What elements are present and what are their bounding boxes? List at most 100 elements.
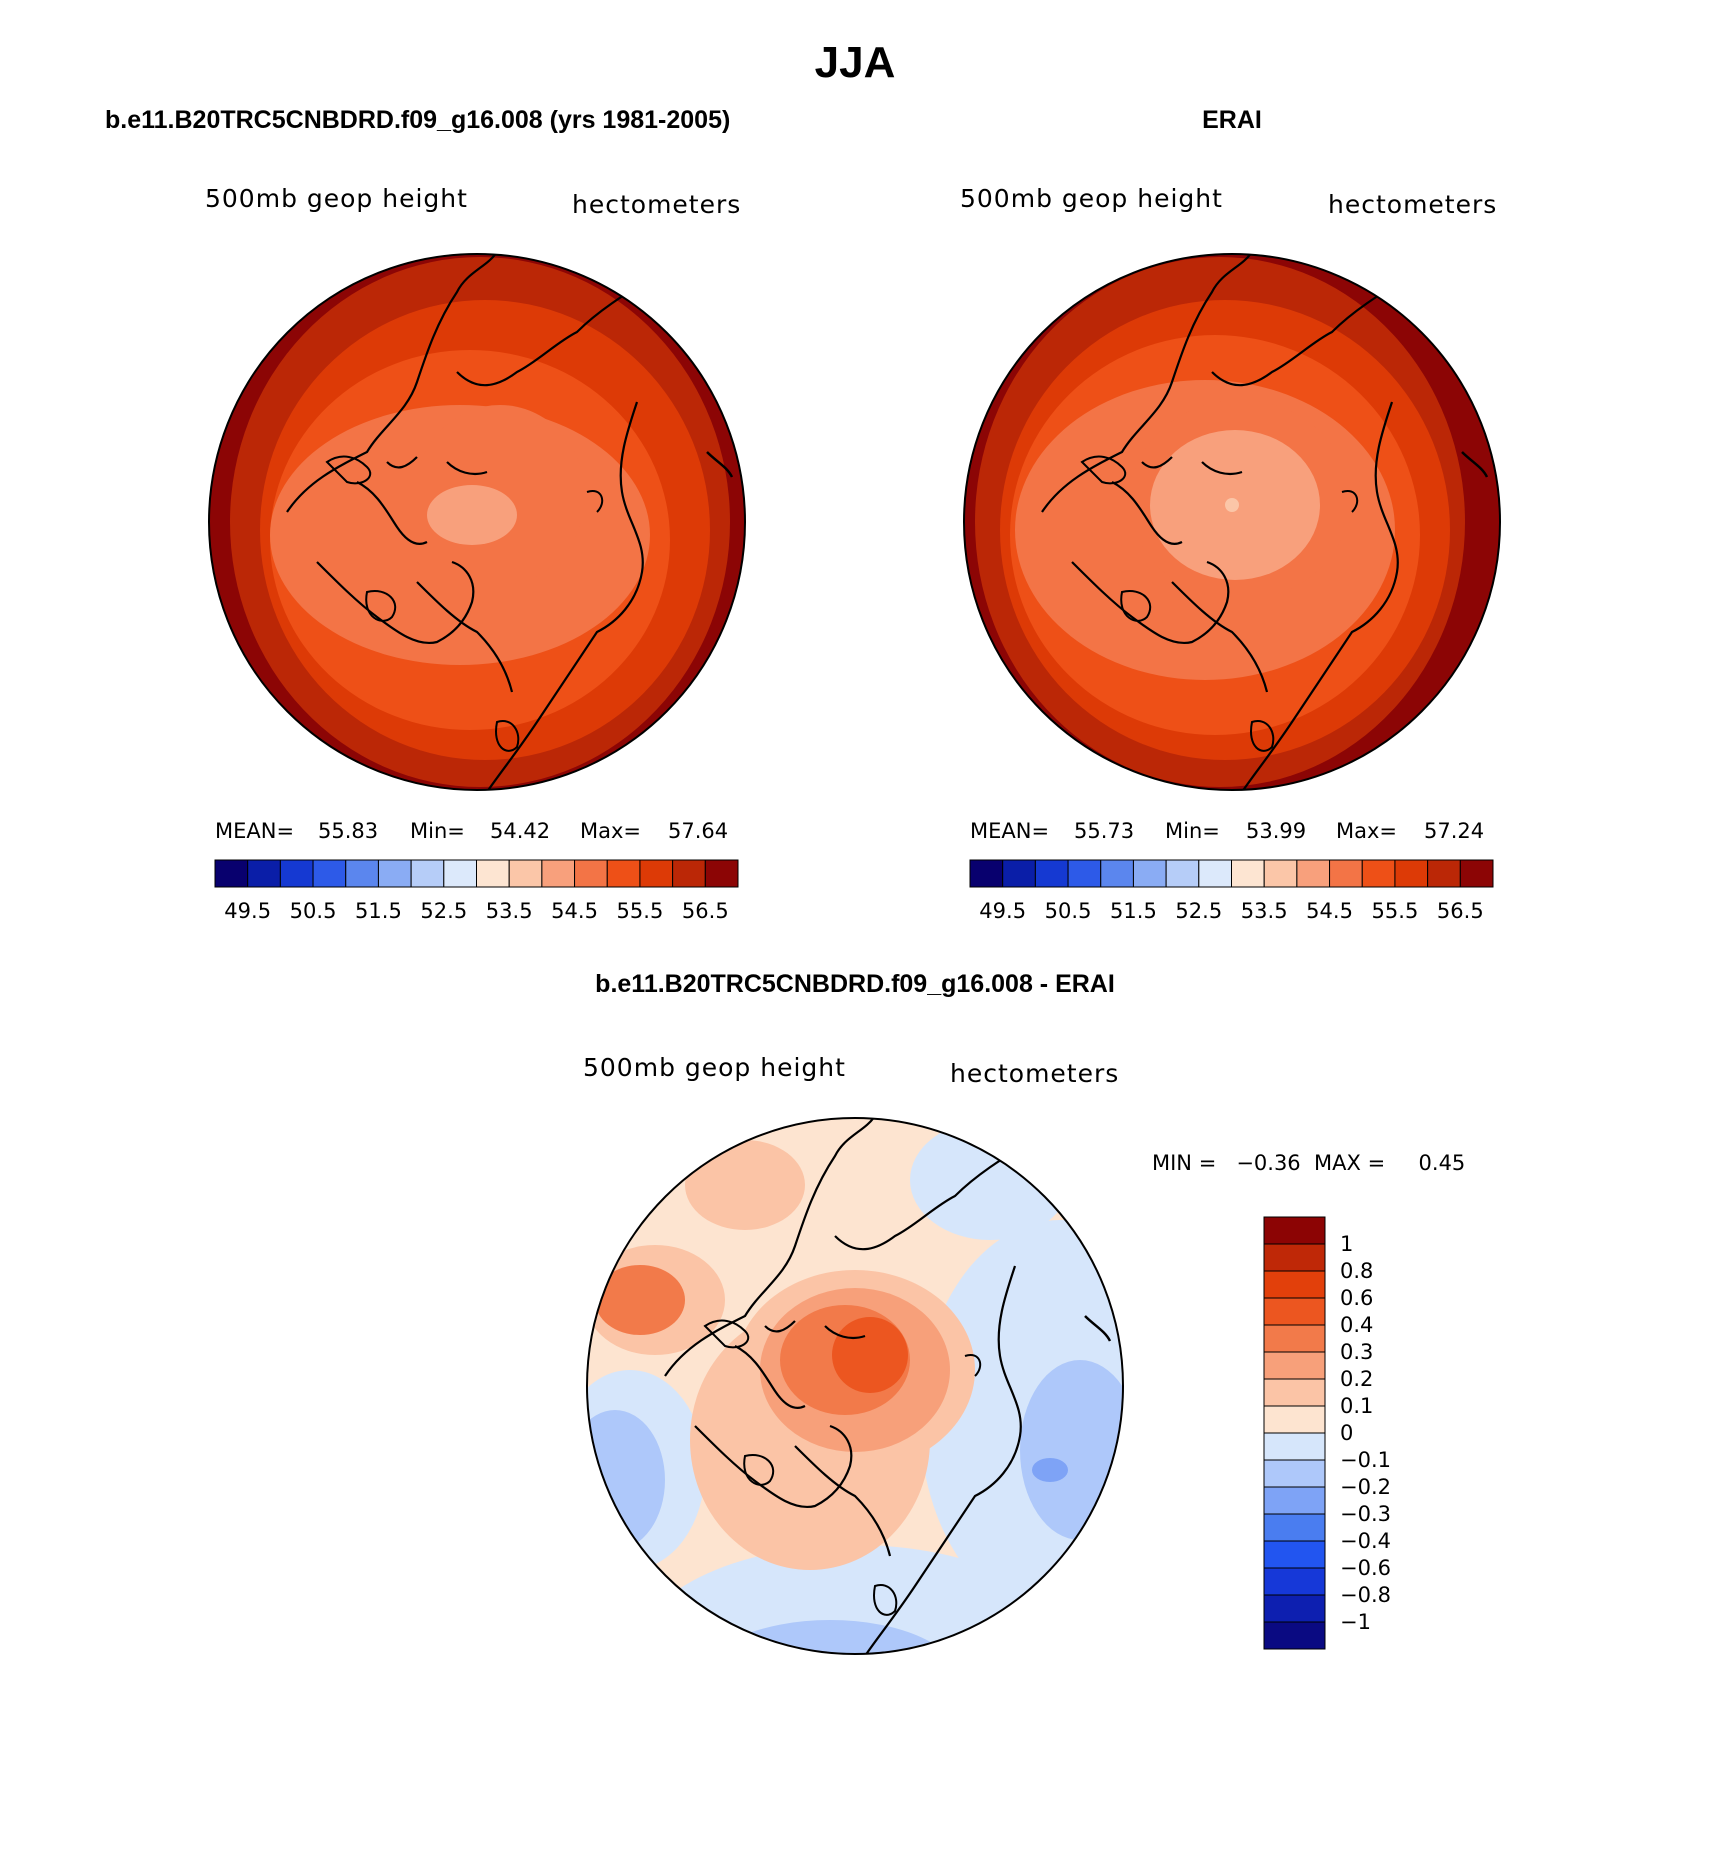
colorbar-swatch bbox=[345, 859, 379, 888]
colorbar-tick-label: 54.5 bbox=[1306, 899, 1353, 923]
colorbar-tick-label: 53.5 bbox=[1241, 899, 1288, 923]
colorbar-swatch bbox=[969, 859, 1004, 888]
panel-obs: ERAI 500mb geop height hectometers MEAN=… bbox=[960, 106, 1501, 923]
colorbar-swatch bbox=[1263, 1567, 1326, 1596]
panel-obs-title: ERAI bbox=[1202, 106, 1262, 134]
panel-diff-field-label: 500mb geop height bbox=[583, 1053, 846, 1082]
colorbar-swatch bbox=[1263, 1270, 1326, 1299]
colorbar-swatch bbox=[1263, 1459, 1326, 1488]
colorbar-swatch bbox=[1263, 859, 1298, 888]
max-value: 57.24 bbox=[1424, 819, 1484, 843]
colorbar-swatch bbox=[1002, 859, 1036, 888]
colorbar-swatch bbox=[1263, 1513, 1326, 1542]
colorbar-tick-label: 50.5 bbox=[1045, 899, 1092, 923]
colorbar-tick-label: 52.5 bbox=[420, 899, 467, 923]
colorbar-tick-label: 52.5 bbox=[1175, 899, 1222, 923]
colorbar-swatch bbox=[1263, 1216, 1326, 1245]
min-value: 53.99 bbox=[1246, 819, 1306, 843]
colorbar-tick-label: 55.5 bbox=[617, 899, 664, 923]
colorbar-swatch bbox=[1198, 859, 1232, 888]
colorbar-tick-label: −0.1 bbox=[1340, 1448, 1391, 1472]
colorbar-swatch bbox=[1459, 859, 1494, 888]
panel-model-field-label: 500mb geop height bbox=[205, 184, 468, 213]
panel-diff: b.e11.B20TRC5CNBDRD.f09_g16.008 - ERAI 5… bbox=[583, 970, 1465, 1655]
colorbar-swatch bbox=[1361, 859, 1396, 888]
colorbar-swatch bbox=[1132, 859, 1167, 888]
panel-obs-stats: MEAN= 55.73 Min= 53.99 Max= 57.24 bbox=[970, 819, 1484, 843]
colorbar-tick-label: 51.5 bbox=[355, 899, 402, 923]
colorbar-swatch bbox=[1263, 1486, 1326, 1515]
colorbar-swatch bbox=[476, 859, 510, 888]
colorbar-tick-label: 53.5 bbox=[486, 899, 533, 923]
colorbar-swatch bbox=[1296, 859, 1331, 888]
colorbar-tick-label: −0.8 bbox=[1340, 1583, 1391, 1607]
panel-model-stats: MEAN= 55.83 Min= 54.42 Max= 57.64 bbox=[215, 819, 728, 843]
panel-obs-map-border bbox=[963, 253, 1501, 791]
colorbar-tick-label: 49.5 bbox=[224, 899, 271, 923]
colorbar-swatch bbox=[639, 859, 674, 888]
max-value: 57.64 bbox=[668, 819, 728, 843]
colorbar-tick-label: −0.2 bbox=[1340, 1475, 1391, 1499]
colorbar-swatch bbox=[1034, 859, 1069, 888]
panel-obs-units-label: hectometers bbox=[1328, 190, 1497, 219]
panel-obs-map bbox=[964, 254, 1500, 790]
mean-value: 55.83 bbox=[318, 819, 378, 843]
panel-diff-units-label: hectometers bbox=[950, 1059, 1119, 1088]
colorbar-swatch bbox=[1100, 859, 1134, 888]
colorbar-tick-label: 0 bbox=[1340, 1421, 1353, 1445]
panel-obs-colorbar: 49.5 50.5 51.5 52.5 53.5 54.5 55.5 56.5 bbox=[969, 859, 1494, 923]
colorbar-tick-label: 55.5 bbox=[1372, 899, 1419, 923]
colorbar-tick-label: 0.1 bbox=[1340, 1394, 1373, 1418]
colorbar-swatch bbox=[574, 859, 608, 888]
max-label: Max= bbox=[580, 819, 641, 843]
colorbar-tick-label: −0.6 bbox=[1340, 1556, 1391, 1580]
min-label: Min= bbox=[410, 819, 465, 843]
colorbar-swatch bbox=[410, 859, 445, 888]
min-label: Min= bbox=[1165, 819, 1220, 843]
colorbar-tick-label: 51.5 bbox=[1110, 899, 1157, 923]
colorbar-swatch bbox=[1263, 1540, 1326, 1569]
colorbar-swatch bbox=[1263, 1351, 1326, 1380]
panel-model-colorbar: 49.5 50.5 51.5 52.5 53.5 54.5 55.5 56.5 bbox=[214, 859, 739, 923]
panel-model-title: b.e11.B20TRC5CNBDRD.f09_g16.008 (yrs 198… bbox=[105, 106, 730, 134]
colorbar-tick-label: 0.2 bbox=[1340, 1367, 1373, 1391]
max-label: Max= bbox=[1336, 819, 1397, 843]
min-value: 54.42 bbox=[490, 819, 550, 843]
panel-diff-title: b.e11.B20TRC5CNBDRD.f09_g16.008 - ERAI bbox=[595, 970, 1115, 998]
colorbar-swatch bbox=[541, 859, 576, 888]
mean-label: MEAN= bbox=[215, 819, 294, 843]
colorbar-swatch bbox=[443, 859, 477, 888]
colorbar-swatch bbox=[1263, 1405, 1326, 1434]
colorbar-swatch bbox=[247, 859, 281, 888]
colorbar-tick-label: 0.3 bbox=[1340, 1340, 1373, 1364]
panel-obs-field-label: 500mb geop height bbox=[960, 184, 1223, 213]
colorbar-tick-label: 50.5 bbox=[290, 899, 337, 923]
panel-model-map bbox=[209, 254, 745, 790]
colorbar-tick-label: −0.4 bbox=[1340, 1529, 1391, 1553]
colorbar-swatch bbox=[1165, 859, 1200, 888]
colorbar-tick-label: 56.5 bbox=[682, 899, 729, 923]
colorbar-swatch bbox=[1263, 1432, 1326, 1461]
colorbar-swatch bbox=[606, 859, 641, 888]
colorbar-tick-label: 0.6 bbox=[1340, 1286, 1373, 1310]
colorbar-tick-label: −0.3 bbox=[1340, 1502, 1391, 1526]
colorbar-swatch bbox=[214, 859, 249, 888]
panel-model-map-border bbox=[208, 253, 746, 791]
colorbar-swatch bbox=[1263, 1594, 1326, 1623]
figure-title: JJA bbox=[815, 38, 896, 87]
colorbar-swatch bbox=[1231, 859, 1265, 888]
colorbar-tick-label: 49.5 bbox=[979, 899, 1026, 923]
colorbar-swatch bbox=[279, 859, 314, 888]
colorbar-tick-label: 0.4 bbox=[1340, 1313, 1373, 1337]
mean-value: 55.73 bbox=[1074, 819, 1134, 843]
colorbar-swatch bbox=[1263, 1324, 1326, 1353]
colorbar-swatch bbox=[1427, 859, 1461, 888]
colorbar-swatch bbox=[672, 859, 706, 888]
colorbar-tick-label: 54.5 bbox=[551, 899, 598, 923]
colorbar-tick-label: 56.5 bbox=[1437, 899, 1484, 923]
panel-diff-minmax: MIN = −0.36 MAX = 0.45 bbox=[1152, 1151, 1465, 1175]
colorbar-tick-label: 0.8 bbox=[1340, 1259, 1373, 1283]
panel-diff-map-border bbox=[586, 1117, 1124, 1655]
panel-model-units-label: hectometers bbox=[572, 190, 741, 219]
